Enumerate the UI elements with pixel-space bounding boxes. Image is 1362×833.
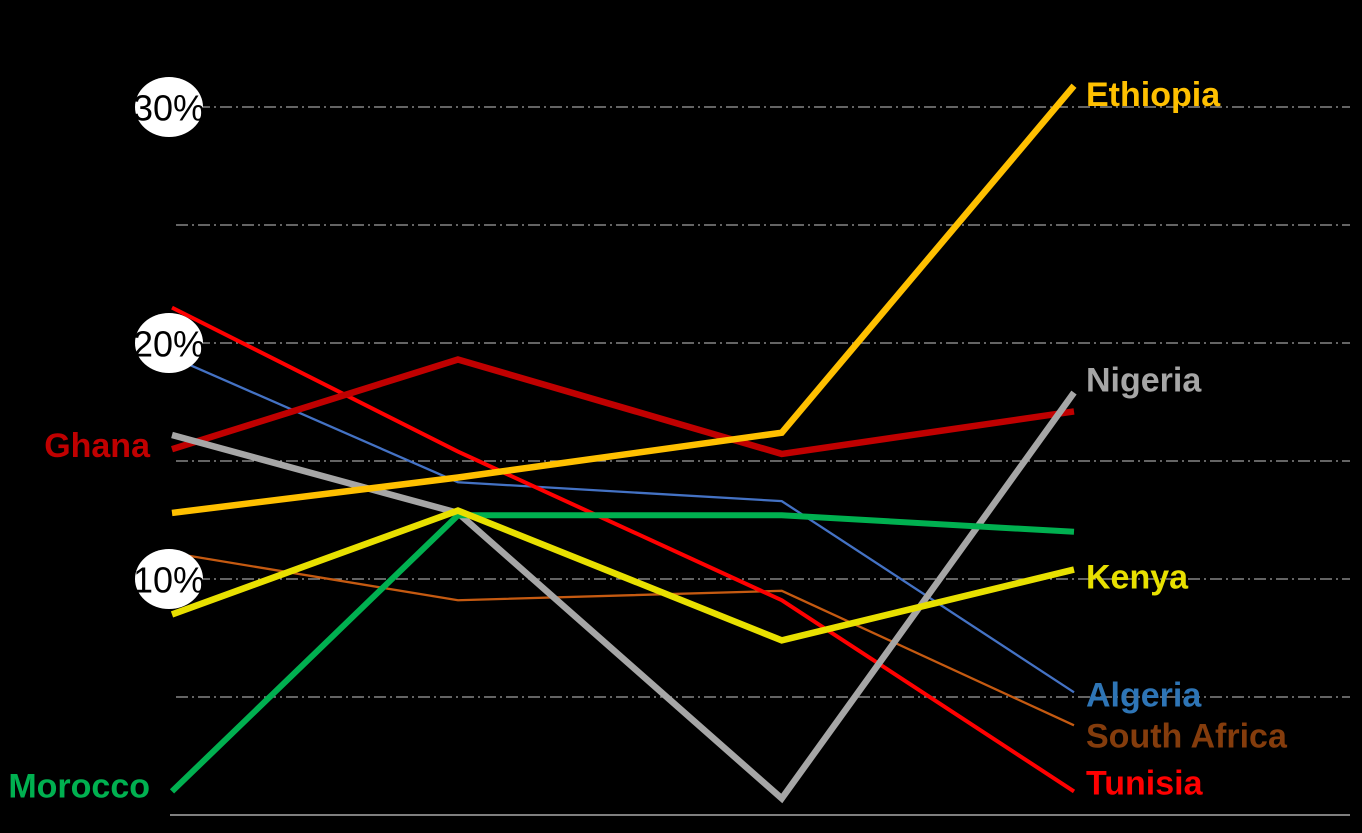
axis-badge-30%: 30% bbox=[133, 77, 205, 137]
series-label-ethiopia: Ethiopia bbox=[1086, 76, 1221, 114]
axis-badge-circle bbox=[135, 549, 203, 609]
series-lines bbox=[169, 83, 1077, 804]
axis-badge-label: 10% bbox=[133, 560, 205, 601]
series-label-ghana: Ghana bbox=[44, 427, 151, 465]
series-label-morocco: Morocco bbox=[8, 767, 150, 805]
series-line-south-africa bbox=[171, 551, 1075, 727]
axis-tick-badges: 30% 20% 10% bbox=[133, 77, 205, 609]
series-label-kenya: Kenya bbox=[1086, 559, 1189, 597]
series-line-morocco bbox=[169, 512, 1075, 794]
series-line-nigeria bbox=[171, 390, 1077, 804]
series-label-algeria: Algeria bbox=[1086, 676, 1202, 714]
series-line-ghana bbox=[171, 356, 1075, 458]
axis-badge-20%: 20% bbox=[133, 313, 205, 373]
series-label-south-africa: South Africa bbox=[1086, 717, 1288, 755]
series-line-tunisia bbox=[171, 305, 1076, 794]
series-label-tunisia: Tunisia bbox=[1086, 764, 1204, 802]
axis-badge-label: 20% bbox=[133, 324, 205, 365]
gridlines bbox=[176, 106, 1350, 698]
axis-badge-circle bbox=[135, 77, 203, 137]
series-line-ethiopia bbox=[171, 83, 1077, 517]
series-label-nigeria: Nigeria bbox=[1086, 362, 1202, 400]
axis-badge-label: 30% bbox=[133, 88, 205, 129]
axis-badge-10%: 10% bbox=[133, 549, 205, 609]
series-line-kenya bbox=[170, 507, 1075, 644]
axis-badge-circle bbox=[135, 313, 203, 373]
